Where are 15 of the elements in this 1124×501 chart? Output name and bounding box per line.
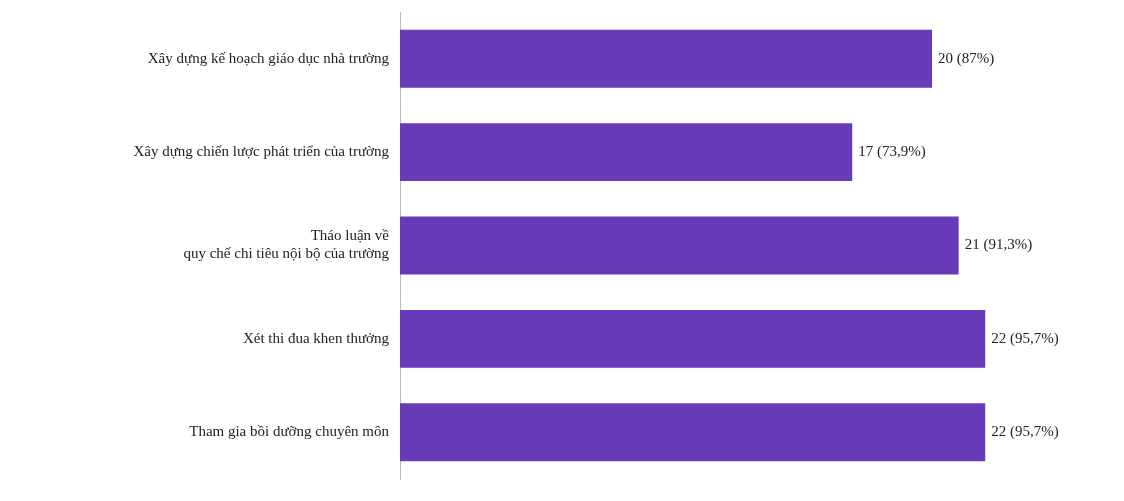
- bar: [400, 216, 959, 275]
- y-tick-label: Xây dựng chiến lược phát triển của trường: [133, 143, 390, 160]
- bar: [400, 29, 933, 88]
- y-tick-label: Tháo luận về quy chế chi tiêu nội bộ của trường: [183, 227, 390, 262]
- data-label: 22 (95,7%): [991, 329, 1059, 347]
- data-label: 17 (73,9%): [858, 143, 926, 161]
- data-label: 21 (91,3%): [964, 236, 1033, 254]
- y-tick-label: Xây dựng kế hoạch giáo dục nhà trường: [147, 49, 390, 66]
- bar: [400, 309, 986, 368]
- bar: [400, 403, 986, 462]
- y-tick-label: Xét thi đua khen thưởng: [242, 329, 390, 346]
- bar: [400, 123, 853, 182]
- y-tick-label: Tham gia bồi dưỡng chuyên môn: [189, 423, 390, 440]
- data-label: 20 (87%): [938, 49, 995, 67]
- data-label: 22 (95,7%): [991, 423, 1059, 441]
